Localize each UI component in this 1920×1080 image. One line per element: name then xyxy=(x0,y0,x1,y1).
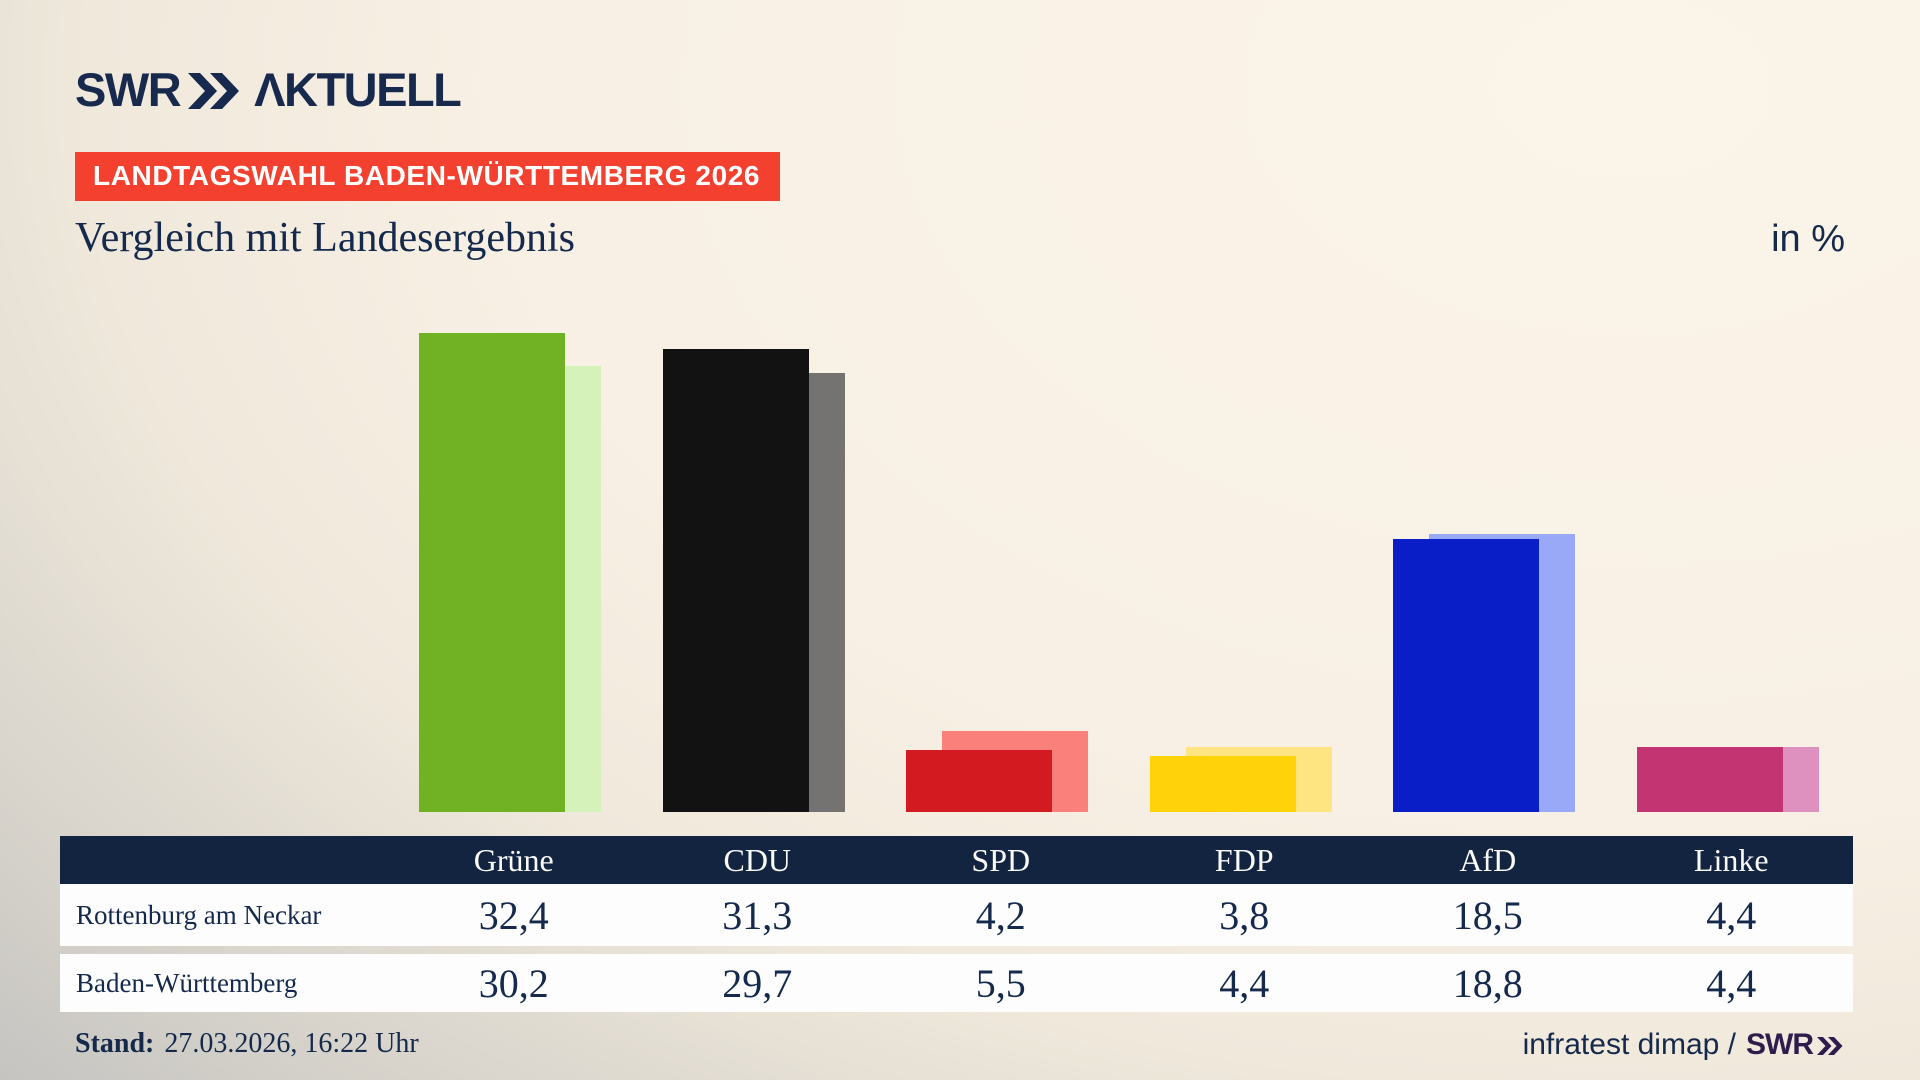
row-label: Baden-Württemberg xyxy=(76,967,298,998)
results-table-header: Grüne CDU SPD FDP AfD Linke xyxy=(60,836,1853,884)
row-label: Rottenburg am Neckar xyxy=(76,899,322,930)
value-cell: 30,2 xyxy=(478,960,549,1006)
swr-wordmark: SWR xyxy=(75,63,182,116)
value-cell: 4,2 xyxy=(975,892,1026,938)
column-header-linke: Linke xyxy=(1693,841,1769,878)
value-cell: 5,5 xyxy=(975,960,1026,1006)
bar-spd-local xyxy=(906,750,1052,812)
column-header-spd: SPD xyxy=(971,841,1031,878)
source-attribution: infratest dimap / SWR xyxy=(1523,1028,1845,1062)
column-header-fdp: FDP xyxy=(1214,841,1274,878)
aktuell-wordmark: ΛKTUELL xyxy=(254,63,462,116)
value-cell: 29,7 xyxy=(722,960,793,1006)
value-cell: 31,3 xyxy=(722,892,793,938)
value-cell: 32,4 xyxy=(478,892,549,938)
column-header-cdu: CDU xyxy=(723,841,792,878)
stand-value: 27.03.2026, 16:22 Uhr xyxy=(164,1028,419,1059)
election-badge: LANDTAGSWAHL BADEN-WÜRTTEMBERG 2026 xyxy=(75,152,781,201)
stand-label: Stand: xyxy=(75,1028,155,1059)
unit-label: in % xyxy=(1771,218,1845,260)
value-cell: 4,4 xyxy=(1706,892,1757,938)
bar-cdu-local xyxy=(662,349,809,812)
table-row-rottenburg: Rottenburg am Neckar 32,4 31,3 4,2 3,8 1… xyxy=(60,884,1853,946)
column-header-afd: AfD xyxy=(1459,841,1517,878)
value-cell: 4,4 xyxy=(1706,960,1757,1006)
value-cell: 18,8 xyxy=(1452,960,1523,1006)
bar-linke-local xyxy=(1636,747,1783,812)
value-cell: 3,8 xyxy=(1219,892,1270,938)
swr-aktuell-logo: SWR ΛKTUELL xyxy=(75,62,462,117)
bar-fdp-local xyxy=(1149,756,1296,812)
bar-afd-local xyxy=(1393,539,1539,812)
value-cell: 18,5 xyxy=(1452,892,1523,938)
stand-timestamp: Stand: 27.03.2026, 16:22 Uhr xyxy=(75,1028,419,1060)
swr-small-wordmark: SWR xyxy=(1746,1028,1814,1061)
chart-title: Vergleich mit Landesergebnis xyxy=(75,215,575,261)
bar-grne-local xyxy=(419,333,565,812)
swr-double-chevron-icon xyxy=(188,72,240,109)
source-text: infratest dimap / xyxy=(1522,1028,1736,1061)
table-row-baden-wuerttemberg: Baden-Württemberg 30,2 29,7 5,5 4,4 18,8… xyxy=(60,954,1853,1012)
column-header-gruene: Grüne xyxy=(473,841,554,878)
swr-logo-small: SWR xyxy=(1746,1028,1845,1062)
value-cell: 4,4 xyxy=(1219,960,1270,1006)
swr-small-chevron-icon xyxy=(1817,1037,1843,1055)
